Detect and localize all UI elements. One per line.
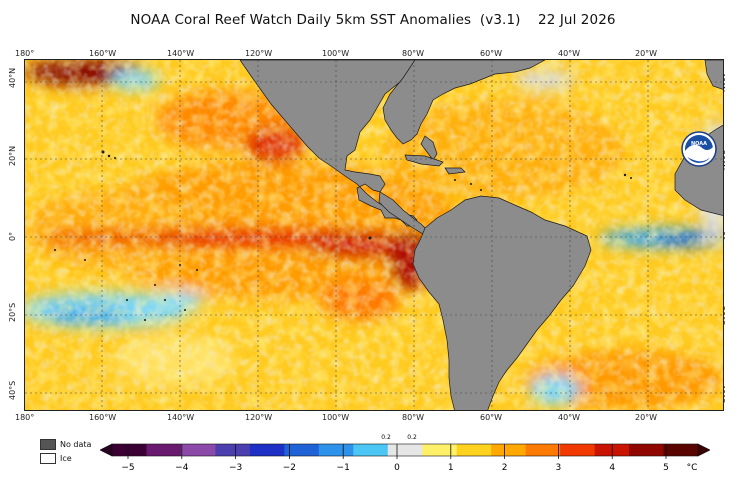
colorbar-arrow-high [697, 443, 710, 457]
lat-label-left: 40°S [8, 380, 17, 400]
colorbar-segment [663, 444, 699, 456]
legend-no-data: No data [40, 439, 91, 450]
lon-label-top: 20°W [635, 49, 658, 58]
lat-label-left: 40°N [8, 67, 17, 88]
lat-label-left: 20°N [8, 145, 17, 166]
colorbar-segment [456, 444, 492, 456]
colorbar-segment [318, 444, 354, 456]
legend-ice: Ice [40, 453, 72, 464]
colorbar-small-tick: 0.2 [381, 434, 391, 441]
land-cuba [404, 154, 444, 167]
ice-label: Ice [60, 454, 72, 463]
colorbar-tick-label: −2 [283, 463, 296, 473]
colorbar-tick-label: −4 [175, 463, 189, 473]
colorbar-segment [525, 444, 561, 456]
colorbar-segment [249, 444, 285, 456]
lon-label-bottom: 100°W [322, 413, 350, 422]
logo-text: NOAA [691, 141, 707, 147]
colorbar-segment [387, 444, 423, 456]
lon-label-top: 120°W [245, 49, 273, 58]
lon-label-bottom: 20°W [635, 413, 658, 422]
colorbar-segment [560, 444, 596, 456]
colorbar-tick-label: −1 [337, 463, 350, 473]
colorbar-segment [146, 444, 182, 456]
lon-label-bottom: 160°W [89, 413, 117, 422]
colorbar-segment [284, 444, 320, 456]
land-hispaniola [444, 167, 466, 175]
land-iberia [704, 60, 723, 90]
colorbar-small-tick: 0.2 [407, 434, 417, 441]
colorbar-segment [629, 444, 665, 456]
colorbar-segment [112, 444, 147, 456]
map-canvas: NOAA [25, 60, 723, 410]
lon-label-bottom: 120°W [245, 413, 273, 422]
lon-label-top: 180° [15, 49, 35, 58]
colorbar-tick-label: −5 [121, 463, 134, 473]
colorbar-ticks: −5 −4 −3 −2 −1 0 1 2 3 4 5 [121, 444, 669, 473]
colorbar: −5 −4 −3 −2 −1 0 1 2 3 4 5 0.2 0.2 °C [100, 434, 710, 473]
colorbar-tick-label: 3 [556, 463, 562, 473]
lat-label-left: 0° [8, 231, 17, 241]
colorbar-unit: °C [687, 463, 698, 473]
lon-label-bottom: 40°W [558, 413, 581, 422]
map-title: NOAA Coral Reef Watch Daily 5km SST Anom… [130, 12, 616, 28]
colorbar-tick-label: 0 [394, 463, 400, 473]
colorbar-tick-label: 1 [448, 463, 454, 473]
colorbar-segment [422, 444, 458, 456]
colorbar-segment [180, 444, 216, 456]
land-north-america [239, 60, 418, 227]
land-south-america [412, 195, 592, 410]
no-data-swatch [40, 439, 56, 450]
colorbar-segments [111, 443, 699, 457]
lon-label-top: 40°W [558, 49, 581, 58]
lon-label-bottom: 60°W [480, 413, 503, 422]
landmass [239, 60, 723, 410]
colorbar-tick-label: 5 [663, 463, 669, 473]
land-north-america-east [382, 60, 546, 145]
colorbar-segment [353, 444, 389, 456]
no-data-label: No data [60, 440, 92, 449]
colorbar-tick-label: 2 [502, 463, 508, 473]
texture-noise-grey [25, 60, 723, 410]
colorbar-tick-label: 4 [609, 463, 615, 473]
lon-label-bottom: 140°W [167, 413, 195, 422]
sst-anomaly-map[interactable]: NOAA [24, 59, 724, 411]
lat-label-left: 20°S [8, 302, 17, 322]
colorbar-segment [491, 444, 527, 456]
colorbar-segment [215, 444, 251, 456]
ice-swatch [40, 453, 56, 464]
lon-label-top: 140°W [167, 49, 195, 58]
colorbar-tick-label: −3 [229, 463, 242, 473]
graticule [25, 60, 723, 410]
lon-label-top: 100°W [322, 49, 350, 58]
lon-label-top: 80°W [402, 49, 425, 58]
lon-label-top: 160°W [89, 49, 117, 58]
islands [54, 150, 632, 321]
lon-label-bottom: 180° [15, 413, 35, 422]
lon-label-bottom: 80°W [402, 413, 425, 422]
colorbar-arrow-low [100, 443, 113, 457]
noaa-logo: NOAA [681, 131, 717, 167]
lon-label-top: 60°W [480, 49, 503, 58]
